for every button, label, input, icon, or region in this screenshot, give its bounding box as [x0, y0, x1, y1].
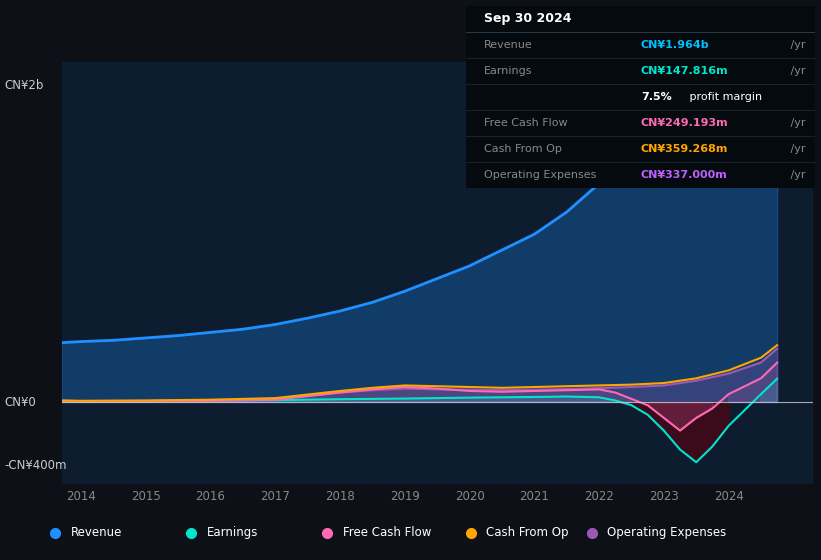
Text: /yr: /yr [787, 118, 806, 128]
Text: CN¥249.193m: CN¥249.193m [641, 118, 728, 128]
Text: CN¥147.816m: CN¥147.816m [641, 66, 728, 76]
Text: profit margin: profit margin [686, 92, 762, 101]
Text: Revenue: Revenue [71, 526, 122, 539]
Text: CN¥2b: CN¥2b [4, 79, 44, 92]
Text: /yr: /yr [787, 40, 806, 50]
Text: CN¥359.268m: CN¥359.268m [641, 143, 728, 153]
Text: CN¥0: CN¥0 [4, 395, 36, 409]
Text: -CN¥400m: -CN¥400m [4, 459, 67, 472]
Text: Free Cash Flow: Free Cash Flow [342, 526, 431, 539]
Text: Earnings: Earnings [484, 66, 532, 76]
Text: CN¥337.000m: CN¥337.000m [641, 170, 727, 180]
Text: 7.5%: 7.5% [641, 92, 672, 101]
Text: Cash From Op: Cash From Op [486, 526, 568, 539]
Text: Earnings: Earnings [207, 526, 258, 539]
Text: Free Cash Flow: Free Cash Flow [484, 118, 567, 128]
Text: Cash From Op: Cash From Op [484, 143, 562, 153]
Text: Operating Expenses: Operating Expenses [484, 170, 596, 180]
Text: /yr: /yr [787, 170, 806, 180]
Text: /yr: /yr [787, 143, 806, 153]
Text: Sep 30 2024: Sep 30 2024 [484, 12, 571, 25]
Text: Revenue: Revenue [484, 40, 533, 50]
Text: /yr: /yr [787, 66, 806, 76]
Text: CN¥1.964b: CN¥1.964b [641, 40, 709, 50]
Text: Operating Expenses: Operating Expenses [607, 526, 726, 539]
